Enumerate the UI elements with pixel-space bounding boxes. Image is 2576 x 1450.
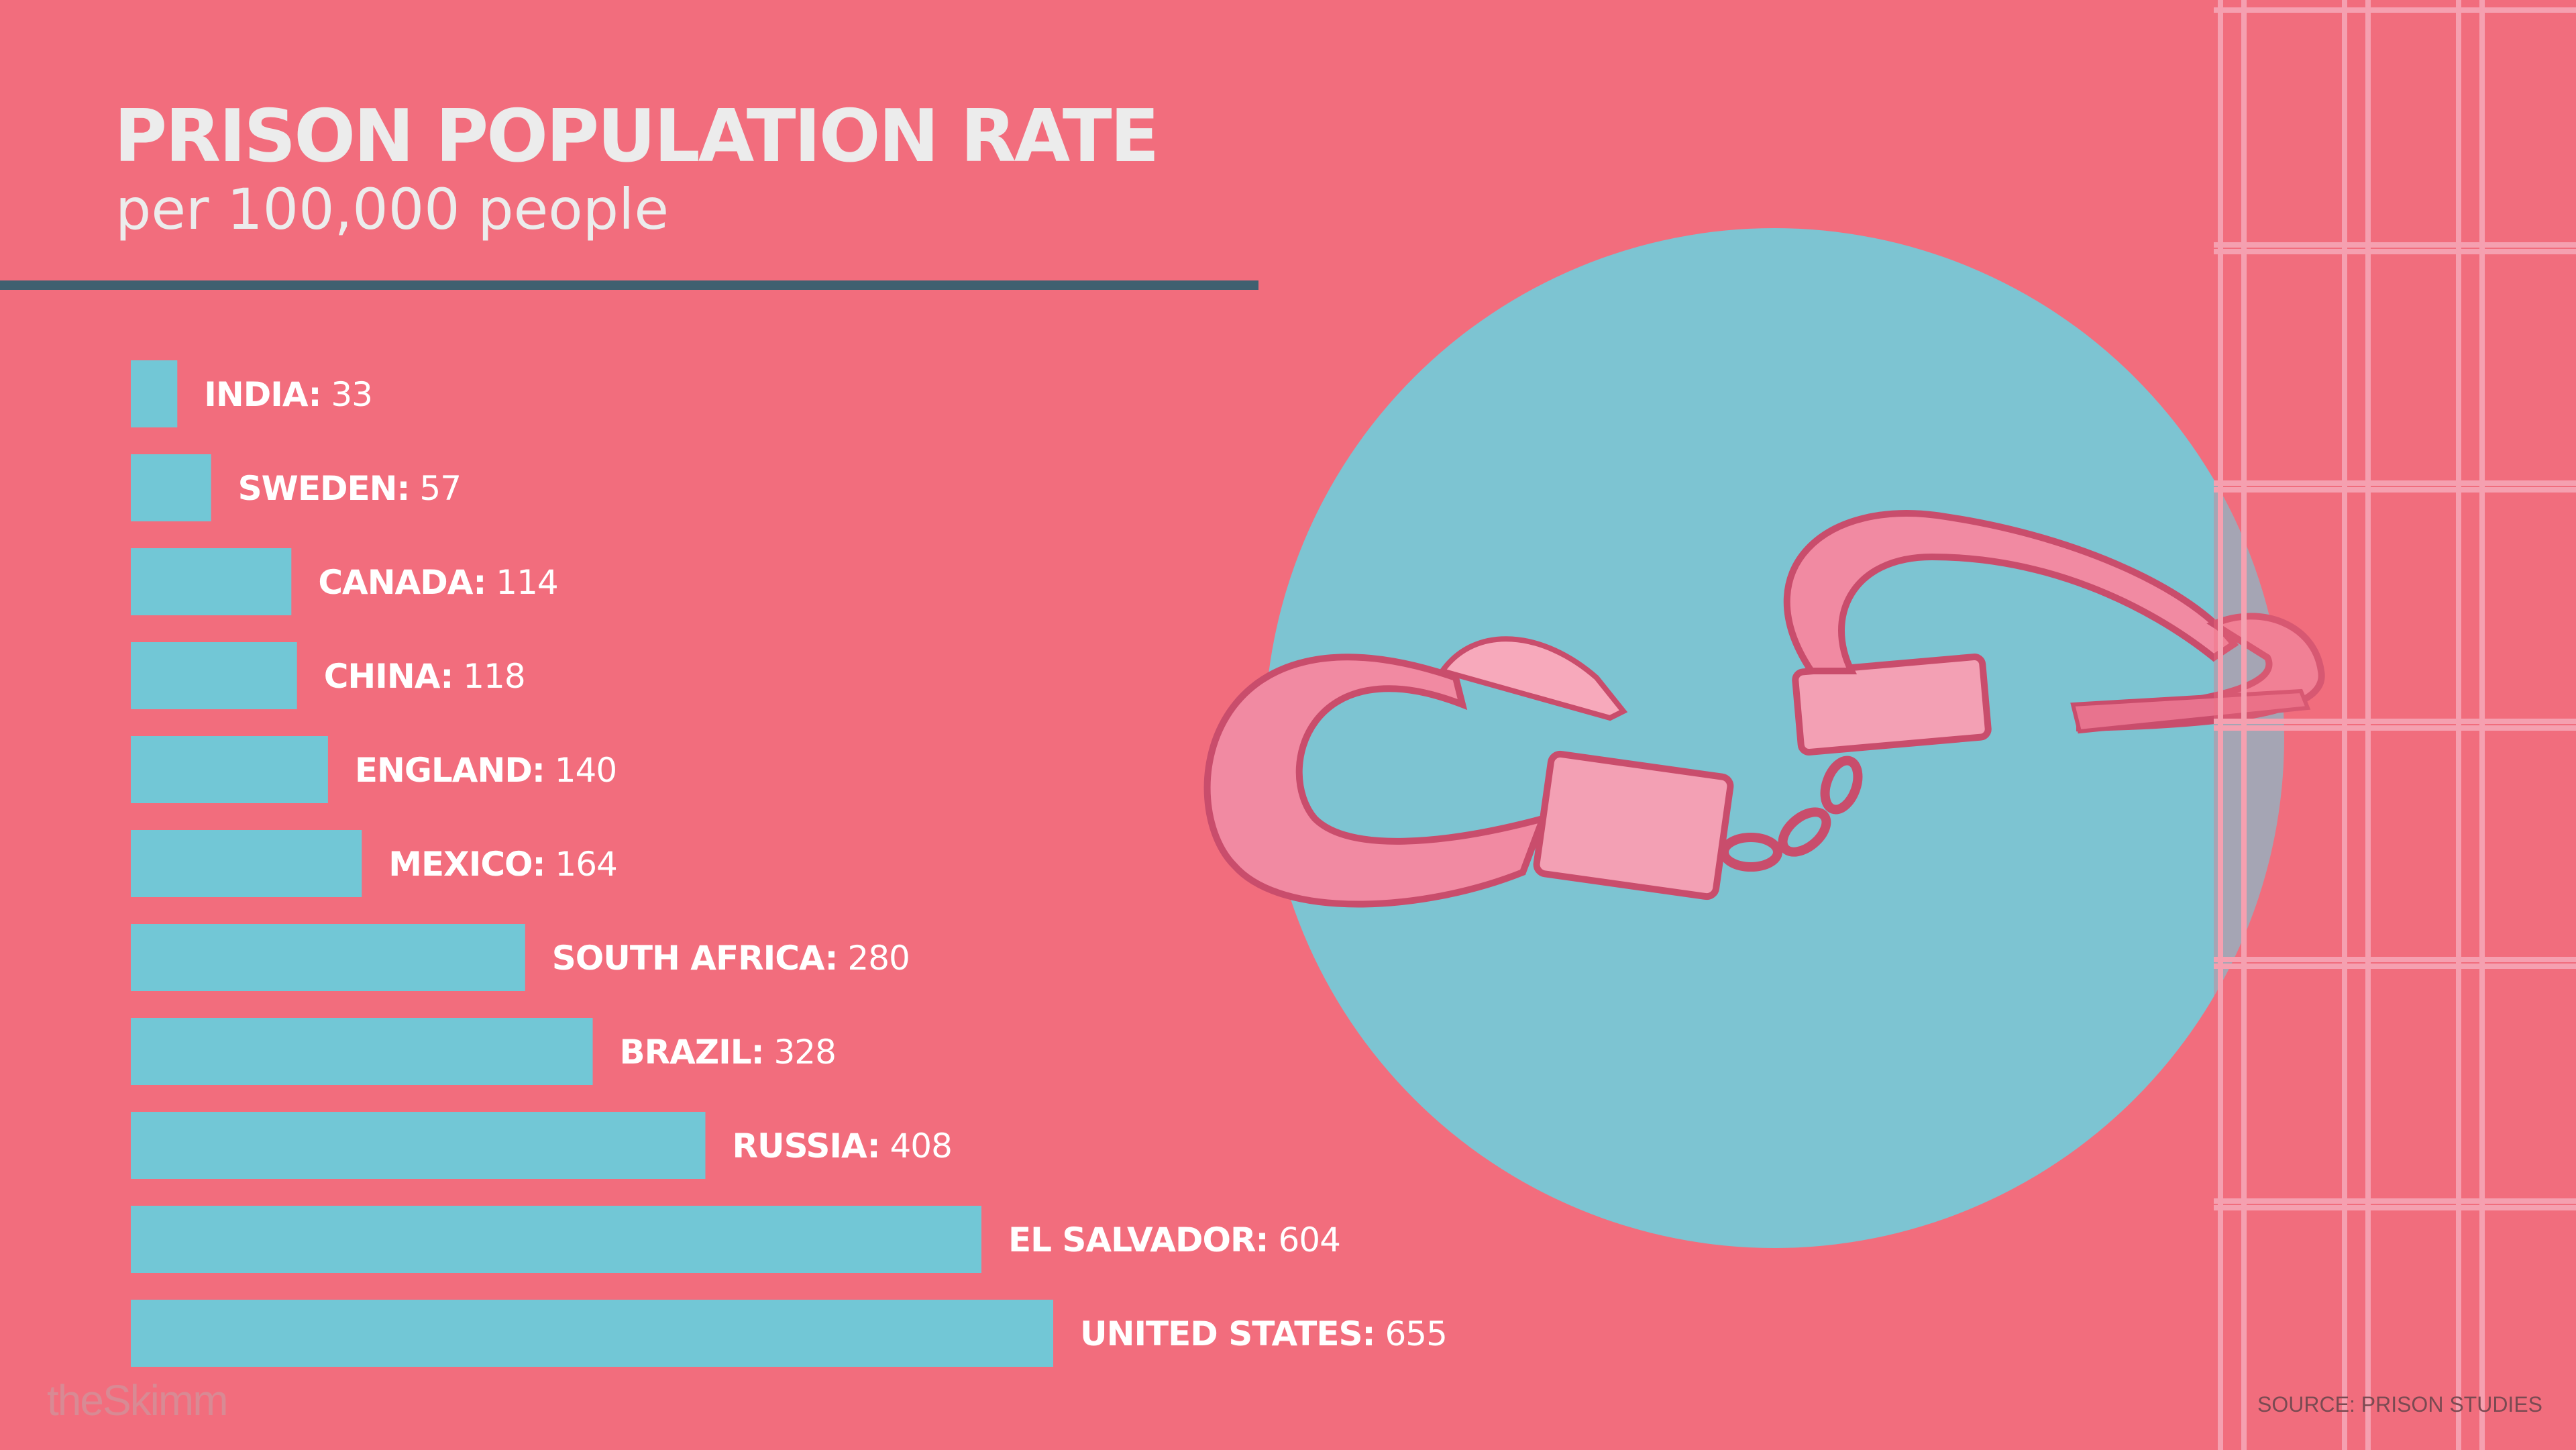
bar-label: CANADA: 114 bbox=[318, 563, 557, 602]
bar-russia bbox=[131, 1112, 706, 1179]
jail-bars bbox=[2214, 0, 2576, 1450]
bar-chart: INDIA: 33 SWEDEN: 57 CANADA: 114 CHINA: 118… bbox=[131, 360, 1448, 1367]
category-label: INDIA: bbox=[204, 375, 321, 414]
value-label: 280 bbox=[838, 939, 910, 978]
bar-label: BRAZIL: 328 bbox=[620, 1033, 836, 1072]
category-label: CHINA: bbox=[324, 657, 453, 696]
bar-united-states bbox=[131, 1300, 1053, 1367]
value-label: 408 bbox=[880, 1127, 952, 1166]
bar-india bbox=[131, 360, 178, 427]
bar-england bbox=[131, 736, 328, 803]
bar-sweden bbox=[131, 454, 211, 521]
title-divider bbox=[0, 280, 1258, 290]
bar-canada bbox=[131, 548, 292, 615]
source-note: SOURCE: PRISON STUDIES bbox=[2257, 1392, 2542, 1416]
bar-label: CHINA: 118 bbox=[324, 657, 525, 696]
value-label: 33 bbox=[321, 375, 372, 414]
bar-label: UNITED STATES: 655 bbox=[1080, 1314, 1447, 1353]
bar-el-salvador bbox=[131, 1206, 981, 1273]
value-label: 114 bbox=[486, 563, 557, 602]
chart-subtitle: per 100,000 people bbox=[115, 176, 669, 242]
value-label: 328 bbox=[764, 1033, 836, 1072]
bar-label: MEXICO: 164 bbox=[388, 845, 617, 884]
brand-logo: theSkimm bbox=[47, 1376, 228, 1425]
category-label: SOUTH AFRICA: bbox=[552, 939, 838, 978]
category-label: RUSSIA: bbox=[732, 1127, 879, 1166]
bar-mexico bbox=[131, 830, 362, 897]
category-label: BRAZIL: bbox=[620, 1033, 764, 1072]
handcuffs-icon bbox=[1203, 510, 2325, 908]
bar-label: RUSSIA: 408 bbox=[732, 1127, 951, 1166]
category-label: EL SALVADOR: bbox=[1008, 1221, 1269, 1259]
category-label: MEXICO: bbox=[388, 845, 545, 884]
category-label: UNITED STATES: bbox=[1080, 1314, 1375, 1353]
bar-label: ENGLAND: 140 bbox=[355, 751, 616, 790]
bar-label: INDIA: 33 bbox=[204, 375, 372, 414]
bar-china bbox=[131, 642, 297, 709]
category-label: CANADA: bbox=[318, 563, 486, 602]
value-label: 140 bbox=[545, 751, 616, 790]
bar-south-africa bbox=[131, 924, 525, 991]
value-label: 118 bbox=[453, 657, 525, 696]
bar-label: SOUTH AFRICA: 280 bbox=[552, 939, 910, 978]
bar-brazil bbox=[131, 1018, 593, 1085]
value-label: 604 bbox=[1269, 1221, 1340, 1259]
backdrop-circle bbox=[1265, 228, 2284, 1248]
value-label: 164 bbox=[545, 845, 617, 884]
bar-label: EL SALVADOR: 604 bbox=[1008, 1221, 1340, 1259]
value-label: 655 bbox=[1375, 1314, 1447, 1353]
category-label: SWEDEN: bbox=[238, 469, 410, 508]
value-label: 57 bbox=[409, 469, 461, 508]
chart-title: PRISON POPULATION RATE bbox=[114, 95, 1159, 178]
category-label: ENGLAND: bbox=[355, 751, 545, 790]
bar-label: SWEDEN: 57 bbox=[238, 469, 461, 508]
